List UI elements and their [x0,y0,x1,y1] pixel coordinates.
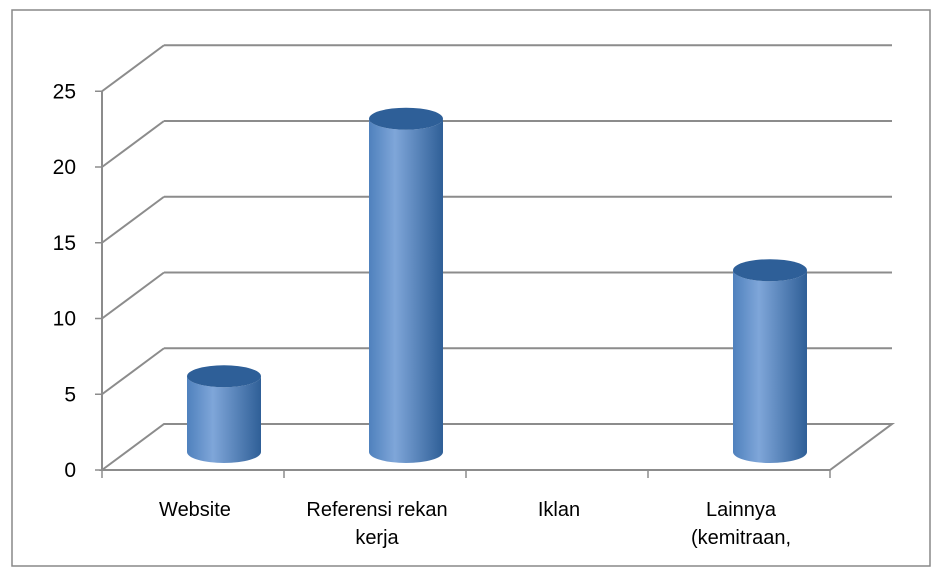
x-category-label: kerja [355,527,399,549]
y-tick-label: 5 [64,383,76,406]
gridline-diagonal [101,120,165,168]
gridline-diagonal [101,195,165,244]
x-category-label: Lainnya [706,499,777,521]
y-tick-label: 25 [53,80,76,103]
x-category-label: (kemitraan, [691,527,791,549]
bar-2 [369,107,443,463]
bar-top [733,259,807,282]
bar-top [187,365,261,388]
y-tick-label: 20 [53,156,76,179]
bar-4 [733,259,807,463]
bars [187,107,807,463]
bar-body [369,118,443,463]
bar-top [369,107,443,130]
x-category-label: Referensi rekan [306,499,447,521]
y-tick-label: 0 [64,459,76,482]
gridline-diagonal [101,44,165,93]
axes [95,90,831,478]
y-tick-label: 10 [53,308,76,331]
gridline-diagonal [101,271,165,320]
chart-frame [11,9,931,567]
x-axis-category-labels: Website Referensi rekan kerja Iklan Lainnya (… [159,499,791,549]
bar-body [187,376,261,463]
bar-body [733,270,807,463]
bar-1 [187,365,261,463]
y-tick-label: 15 [53,232,76,255]
y-axis-tick-labels: 0 5 10 15 20 25 [53,80,76,482]
x-category-label: Website [159,499,231,521]
x-category-label: Iklan [538,499,580,521]
gridline-diagonal [101,347,165,396]
